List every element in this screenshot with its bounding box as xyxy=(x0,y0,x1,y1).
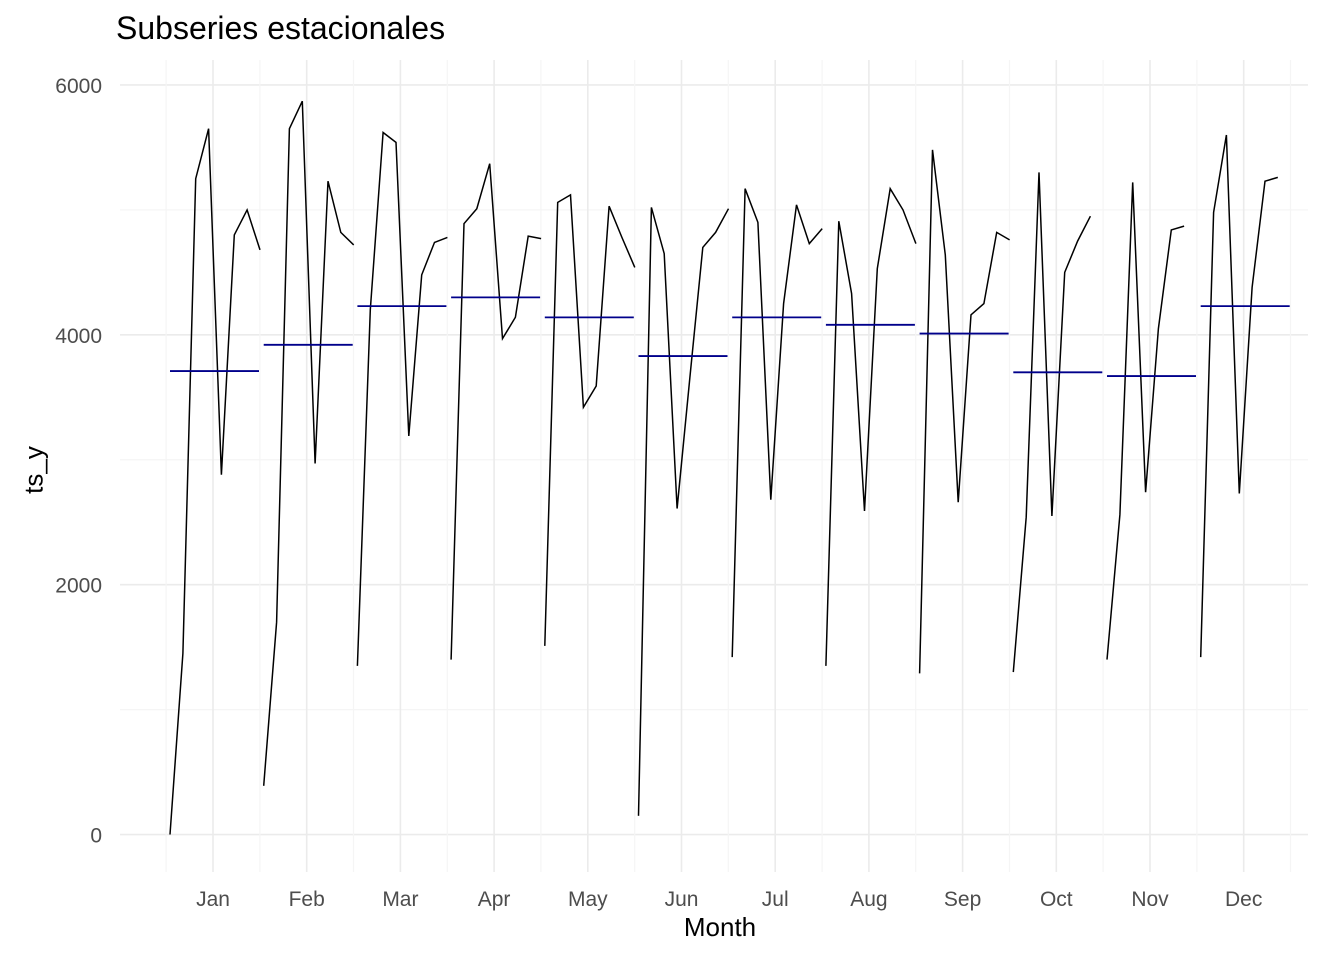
x-tick-label: Dec xyxy=(1225,888,1262,911)
y-tick-label: 2000 xyxy=(55,575,102,598)
series-line-apr xyxy=(450,163,542,660)
x-tick-label: May xyxy=(568,888,608,911)
series-line-may xyxy=(544,193,636,646)
x-tick-label: Sep xyxy=(944,888,981,911)
tick-labels: 0 2000 4000 6000 Jan Feb Mar Apr May Jun Jul Aug Sep… xyxy=(55,75,1262,911)
series-marks xyxy=(169,100,1290,835)
series-line-jul xyxy=(731,188,823,658)
y-tick-label: 0 xyxy=(90,825,102,848)
x-tick-label: Jul xyxy=(762,888,789,911)
x-tick-label: Oct xyxy=(1040,888,1073,911)
series-line-feb xyxy=(262,100,355,786)
series-line-nov xyxy=(1106,182,1185,660)
series-line-oct xyxy=(1012,172,1092,673)
chart-title: Subseries estacionales xyxy=(116,10,446,46)
series-line-jan xyxy=(169,128,261,835)
x-tick-label: Mar xyxy=(382,888,418,911)
series-line-dec xyxy=(1199,134,1279,658)
series-line-jun xyxy=(637,207,730,816)
x-axis-label: Month xyxy=(683,912,757,942)
series-line-mar xyxy=(356,131,448,666)
y-tick-label: 6000 xyxy=(55,75,102,98)
x-tick-label: Feb xyxy=(289,888,325,911)
x-tick-label: Nov xyxy=(1131,888,1169,911)
series-line-sep xyxy=(918,149,1010,674)
y-tick-label: 4000 xyxy=(55,325,102,348)
x-tick-label: Aug xyxy=(850,888,887,911)
grid-lines xyxy=(120,60,1308,872)
x-tick-label: Jan xyxy=(196,888,230,911)
x-tick-label: Apr xyxy=(478,888,511,911)
series-line-aug xyxy=(825,186,917,666)
x-tick-label: Jun xyxy=(665,888,699,911)
